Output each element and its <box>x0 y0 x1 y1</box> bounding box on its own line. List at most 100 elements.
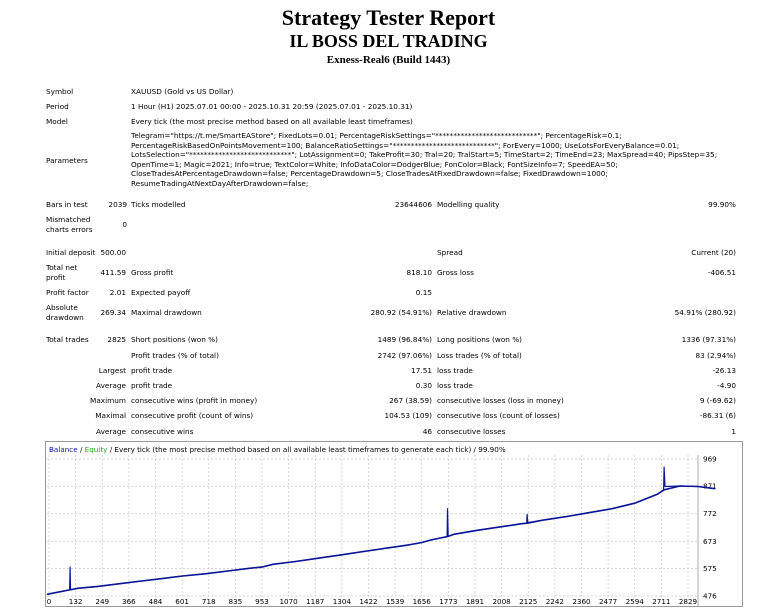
x-tick-label: 1891 <box>466 597 484 606</box>
expected-payoff-value: 0.15 <box>415 288 432 297</box>
chart-legend: Balance / Equity / Every tick (the most … <box>49 445 506 454</box>
x-tick-label: 1773 <box>439 597 457 606</box>
report-subtitle: IL BOSS DEL TRADING <box>289 31 488 51</box>
x-tick-label: 601 <box>175 597 189 606</box>
quality-value: 99.90% <box>708 200 736 209</box>
legend-quality: / 99.90% <box>471 445 506 454</box>
x-tick-label: 366 <box>122 597 136 606</box>
x-tick-label: 2242 <box>546 597 564 606</box>
quality-label: Modelling quality <box>437 200 500 209</box>
largest-profit-value: 17.51 <box>411 366 432 375</box>
deposit-value: 500.00 <box>100 248 126 257</box>
y-tick-label: 969 <box>703 455 717 464</box>
net-profit-value: 411.59 <box>100 268 126 277</box>
chart-grid <box>47 455 699 606</box>
x-tick-label: 2125 <box>519 597 537 606</box>
deposit-label: Initial deposit <box>46 248 96 257</box>
x-tick-label: 2711 <box>652 597 670 606</box>
x-tick-label: 2829 <box>679 597 698 606</box>
x-tick-label: 953 <box>255 597 269 606</box>
profit-factor-label: Profit factor <box>46 288 89 297</box>
profit-factor-value: 2.01 <box>109 288 126 297</box>
mismatched-value: 0 <box>122 220 127 229</box>
model-value: Every tick (the most precise method base… <box>131 117 413 126</box>
average-profit-value: 0.30 <box>415 381 432 390</box>
y-tick-label: 673 <box>703 537 717 546</box>
expected-payoff-label: Expected payoff <box>131 288 191 297</box>
profit-trades-value: 2742 (97.06%) <box>377 351 432 360</box>
maximal-consecutive-profit-label: consecutive profit (count of wins) <box>131 411 254 420</box>
average-loss-value: -4.90 <box>717 381 736 390</box>
symbol-value: XAUUSD (Gold vs US Dollar) <box>131 87 234 96</box>
x-tick-label: 2360 <box>572 597 591 606</box>
largest-loss-label: loss trade <box>437 366 473 375</box>
absolute-drawdown-label: Absolute drawdown <box>46 303 84 322</box>
maximum-label: Maximum <box>90 396 126 405</box>
maximal-drawdown-value: 280.92 (54.91%) <box>370 308 432 317</box>
x-tick-label: 0 <box>47 597 52 606</box>
average-consecutive-label: Average <box>96 427 126 436</box>
max-consecutive-losses-label: consecutive losses (loss in money) <box>437 396 564 405</box>
long-positions-value: 1336 (97.31%) <box>681 335 736 344</box>
gross-profit-label: Gross profit <box>131 268 174 277</box>
ticks-label: Ticks modelled <box>131 200 186 209</box>
ticks-value: 23644606 <box>394 200 432 209</box>
spread-label: Spread <box>437 248 463 257</box>
bars-label: Bars in test <box>46 200 88 209</box>
account-build: Exness-Real6 (Build 1443) <box>326 54 451 66</box>
maximal-consecutive-loss-label: consecutive loss (count of losses) <box>437 411 560 420</box>
largest-label: Largest <box>98 366 126 375</box>
x-axis-labels: 0 132 249 366 484 601 718 835 953 1070 1187 1304 142… <box>47 597 698 606</box>
mismatched-label: Mismatched charts errors <box>46 215 93 234</box>
x-tick-label: 1187 <box>306 597 324 606</box>
x-tick-label: 1539 <box>386 597 405 606</box>
bars-value: 2039 <box>108 200 127 209</box>
x-tick-label: 132 <box>69 597 83 606</box>
maximal-drawdown-label: Maximal drawdown <box>131 308 202 317</box>
maximal-label: Maximal <box>95 411 126 420</box>
total-trades-value: 2825 <box>107 335 126 344</box>
x-tick-label: 1070 <box>279 597 298 606</box>
y-axis-labels: 969 871 772 673 575 476 <box>703 455 717 601</box>
parameters-label: Parameters <box>46 156 88 165</box>
legend-method: / Every tick (the most precise method ba… <box>107 445 471 454</box>
x-tick-label: 1422 <box>359 597 377 606</box>
largest-loss-value: -26.13 <box>712 366 736 375</box>
loss-trades-label: Loss trades (% of total) <box>437 351 522 360</box>
model-label: Model <box>46 117 68 126</box>
x-tick-label: 1304 <box>333 597 352 606</box>
chart-frame <box>45 441 743 607</box>
max-consecutive-wins-label: consecutive wins (profit in money) <box>131 396 258 405</box>
long-positions-label: Long positions (won %) <box>437 335 523 344</box>
x-tick-label: 249 <box>95 597 109 606</box>
avg-consecutive-losses-label: consecutive losses <box>437 427 506 436</box>
period-label: Period <box>46 102 69 111</box>
profit-trades-label: Profit trades (% of total) <box>131 351 219 360</box>
balance-chart: 969 871 772 673 575 476 0 132 249 366 484 601 718 83… <box>45 441 743 607</box>
maximal-consecutive-profit-value: 104.53 (109) <box>384 411 432 420</box>
avg-consecutive-wins-label: consecutive wins <box>131 427 194 436</box>
net-profit-label: Total net profit <box>46 263 78 282</box>
max-consecutive-losses-value: 9 (-69.62) <box>699 396 736 405</box>
x-tick-label: 835 <box>229 597 243 606</box>
relative-drawdown-value: 54.91% (280.92) <box>674 308 736 317</box>
relative-drawdown-label: Relative drawdown <box>437 308 507 317</box>
largest-profit-label: profit trade <box>131 366 173 375</box>
total-trades-label: Total trades <box>46 335 89 344</box>
maximal-consecutive-loss-value: -86.31 (6) <box>699 411 736 420</box>
loss-trades-value: 83 (2.94%) <box>695 351 736 360</box>
y-tick-label: 871 <box>703 482 717 491</box>
legend-equity: Equity <box>85 445 108 454</box>
average-profit-label: profit trade <box>131 381 173 390</box>
gross-profit-value: 818.10 <box>406 268 432 277</box>
y-tick-label: 476 <box>703 592 717 601</box>
x-tick-label: 718 <box>202 597 216 606</box>
period-value: 1 Hour (H1) 2025.07.01 00:00 - 2025.10.3… <box>131 102 413 111</box>
symbol-label: Symbol <box>46 87 74 96</box>
report-title: Strategy Tester Report <box>281 5 496 30</box>
gross-loss-label: Gross loss <box>437 268 474 277</box>
avg-consecutive-wins-value: 46 <box>422 427 432 436</box>
average-loss-label: loss trade <box>437 381 473 390</box>
series-line-balance <box>46 485 716 596</box>
spread-value: Current (20) <box>691 248 736 257</box>
